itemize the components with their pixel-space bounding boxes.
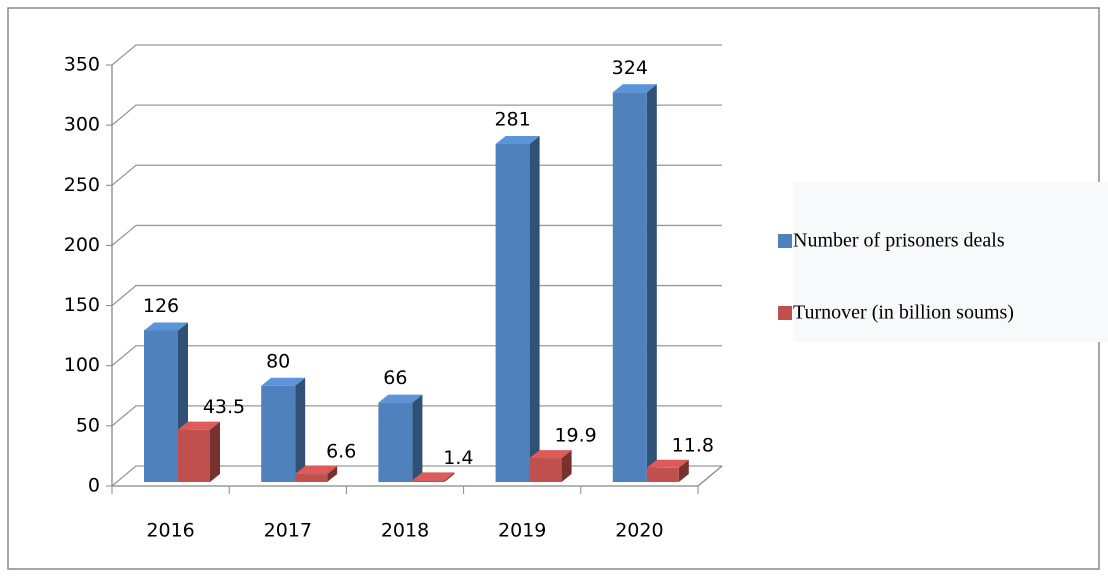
x-tick-label: 2019 [498,520,546,542]
bar [178,429,210,482]
legend-swatch [778,306,792,320]
data-label: 66 [383,367,407,389]
data-label: 281 [494,108,530,130]
bar-side [646,84,657,482]
bar-side [529,135,540,483]
legend-box [793,182,1108,342]
y-tick-label: 200 [64,234,100,256]
y-tick-label: 100 [64,354,100,376]
data-label: 43.5 [203,396,245,418]
bar-side [295,377,306,482]
x-tick-label: 2018 [381,520,429,542]
data-label: 11.8 [672,434,714,456]
bar-top [529,450,572,459]
x-tick-label: 2016 [146,520,194,542]
bar [261,385,296,482]
bar-top [144,322,188,331]
y-tick-label: 50 [76,414,100,436]
legend-label: Number of prisoners deals [793,230,1005,252]
x-axis-end [697,465,723,487]
bar-side [412,394,423,482]
y-tick-label: 0 [88,475,100,497]
bar [646,467,679,482]
bar-top [378,394,423,403]
data-label: 1.4 [443,447,473,469]
bar-side [327,466,338,482]
y-tick-label: 150 [64,294,100,316]
y-tick-label: 350 [64,54,100,76]
bar-side [561,450,572,482]
data-label: 6.6 [326,441,356,463]
data-label: 126 [143,295,179,317]
x-tick-label: 2020 [615,520,663,542]
x-tick-label: 2017 [264,520,312,542]
bar-side [444,472,455,482]
bar [295,474,328,482]
bar-top [261,377,306,386]
grid-line [111,44,722,66]
bar [529,458,562,482]
data-label: 324 [612,57,648,79]
data-label: 19.9 [554,425,596,447]
bar-top [495,135,540,144]
data-label: 80 [266,350,290,372]
bar-top [612,84,657,93]
bar [495,143,530,483]
y-tick-label: 250 [64,174,100,196]
bar [144,330,178,482]
y-tick-label: 300 [64,114,100,136]
bar-top [412,472,455,481]
bar-top [646,459,689,468]
legend-label: Turnover (in billion soums) [793,302,1014,324]
bar [378,402,413,482]
bar-top [295,466,338,475]
bar-side [678,459,689,482]
legend-swatch [778,234,792,248]
bar [412,480,445,482]
bar-top [178,421,220,430]
bar-side [210,421,220,482]
bar [612,92,647,482]
grid-line [111,104,722,126]
